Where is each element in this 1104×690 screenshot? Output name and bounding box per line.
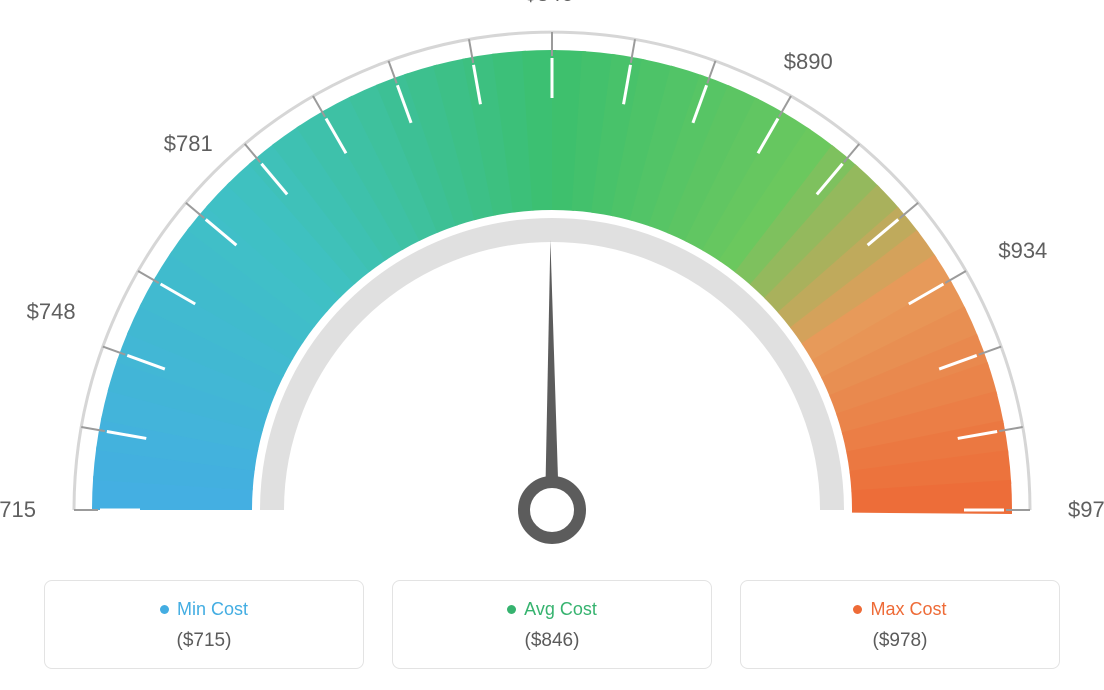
gauge-hub xyxy=(524,482,580,538)
legend-card-max: Max Cost ($978) xyxy=(740,580,1060,669)
legend-card-min: Min Cost ($715) xyxy=(44,580,364,669)
gauge-outer-tick xyxy=(245,144,260,162)
gauge-tick-label: $748 xyxy=(27,299,76,324)
legend-max-label: Max Cost xyxy=(853,599,946,620)
gauge-outer-tick xyxy=(844,144,859,162)
legend-row: Min Cost ($715) Avg Cost ($846) Max Cost… xyxy=(0,580,1104,669)
gauge-tick-label: $978 xyxy=(1068,497,1104,522)
gauge-tick-label: $715 xyxy=(0,497,36,522)
gauge-chart: $715 $748 $781 $846 $890 $934 $978 xyxy=(0,0,1104,560)
gauge-outer-tick xyxy=(186,203,204,218)
gauge-tick-label: $846 xyxy=(524,0,573,6)
legend-min-value: ($715) xyxy=(65,630,343,652)
gauge-outer-tick xyxy=(900,203,918,218)
legend-avg-value: ($846) xyxy=(413,630,691,652)
gauge-tick-label: $890 xyxy=(784,49,833,74)
gauge-needle xyxy=(545,240,559,510)
gauge-svg: $715 $748 $781 $846 $890 $934 $978 xyxy=(0,0,1104,560)
gauge-tick-label: $934 xyxy=(998,238,1047,263)
legend-card-avg: Avg Cost ($846) xyxy=(392,580,712,669)
gauge-tick-label: $781 xyxy=(164,131,213,156)
legend-max-value: ($978) xyxy=(761,630,1039,652)
legend-avg-label: Avg Cost xyxy=(507,599,597,620)
legend-min-label: Min Cost xyxy=(160,599,248,620)
